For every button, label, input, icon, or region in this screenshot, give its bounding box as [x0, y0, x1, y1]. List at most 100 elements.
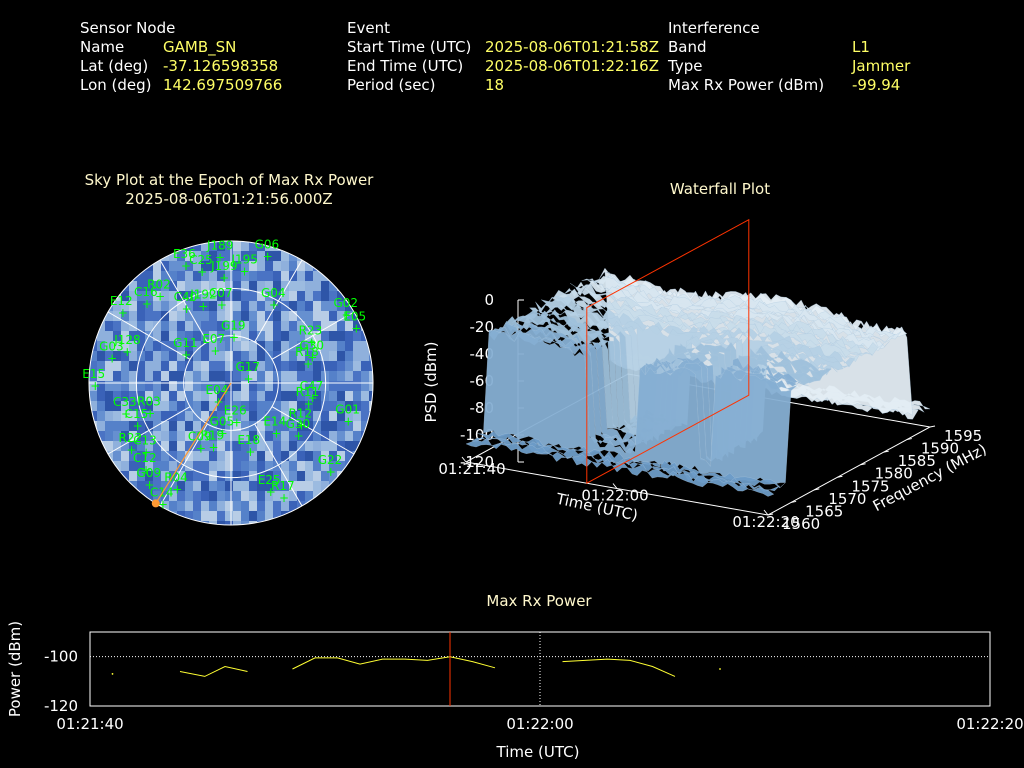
waterfall-z-tick-label: -120	[460, 453, 494, 471]
skyplot-cell	[313, 271, 321, 281]
satellite-marker: +	[229, 330, 239, 344]
skyplot-cell	[129, 401, 137, 411]
skyplot-cell	[233, 311, 241, 321]
skyplot-cell	[257, 501, 265, 511]
skyplot-cell	[321, 291, 329, 301]
skyplot-cell	[169, 481, 177, 491]
waterfall-surface-strip	[483, 330, 792, 484]
satellite-label: G22	[318, 453, 343, 467]
skyplot-cell	[281, 391, 289, 401]
skyplot-cell	[201, 361, 209, 371]
skyplot-cell	[257, 361, 265, 371]
skyplot-cell	[257, 421, 265, 431]
skyplot-cell	[265, 331, 273, 341]
waterfall-x-tick	[461, 456, 467, 463]
skyplot-cell	[249, 261, 257, 271]
skyplot-cell	[329, 291, 337, 301]
skyplot-cell	[329, 321, 337, 331]
skyplot-cell	[321, 471, 329, 481]
skyplot-cell	[161, 391, 169, 401]
skyplot-cell	[177, 501, 185, 511]
skyplot-cell	[345, 371, 353, 381]
skyplot-cell	[329, 311, 337, 321]
skyplot-cell	[209, 361, 217, 371]
skyplot-cell	[345, 421, 353, 431]
skyplot-cell	[305, 341, 313, 351]
skyplot-cell	[361, 421, 369, 431]
skyplot-cell	[249, 371, 257, 381]
skyplot-cell	[225, 511, 233, 521]
skyplot-cell	[193, 311, 201, 321]
skyplot-cell	[337, 331, 345, 341]
satellite-label: C15	[125, 407, 149, 421]
skyplot-cell	[161, 321, 169, 331]
skyplot-cell	[105, 321, 113, 331]
skyplot-cell	[201, 501, 209, 511]
skyplot-cell	[241, 341, 249, 351]
skyplot-cell	[161, 431, 169, 441]
skyplot-cell	[169, 371, 177, 381]
skyplot-cell	[225, 451, 233, 461]
interference-band-label: Band	[668, 38, 707, 56]
skyplot-cell	[353, 401, 361, 411]
skyplot-cell	[185, 511, 193, 521]
skyplot-cell	[249, 421, 257, 431]
satellite-label: E25	[258, 473, 281, 487]
skyplot-cell	[233, 501, 241, 511]
skyplot-cell	[89, 351, 97, 361]
satellite-marker: +	[210, 344, 220, 358]
skyplot-cell	[209, 291, 217, 301]
skyplot-cell	[273, 371, 281, 381]
satellite-marker: +	[263, 249, 273, 263]
skyplot-cell	[217, 511, 225, 521]
waterfall-x-tick	[763, 509, 769, 516]
skyplot-cell	[177, 281, 185, 291]
skyplot-cell	[137, 381, 145, 391]
skyplot-cell	[257, 371, 265, 381]
satellite-marker: +	[351, 322, 361, 336]
satellite-label: G17	[236, 360, 261, 374]
skyplot-cell	[177, 481, 185, 491]
skyplot-cell	[201, 381, 209, 391]
skyplot-cell	[121, 331, 129, 341]
skyplot-cell	[161, 461, 169, 471]
skyplot-cell	[185, 321, 193, 331]
skyplot-cell	[337, 401, 345, 411]
skyplot-cell	[113, 321, 121, 331]
skyplot-cell	[281, 271, 289, 281]
skyplot-cell	[321, 361, 329, 371]
skyplot-cell	[105, 341, 113, 351]
interference-band-value: L1	[852, 38, 870, 56]
skyplot-cell	[249, 391, 257, 401]
waterfall-y-tick	[767, 513, 774, 516]
skyplot-cell	[105, 371, 113, 381]
skyplot-cell	[241, 461, 249, 471]
skyplot-cell	[273, 341, 281, 351]
skyplot-cell	[313, 281, 321, 291]
skyplot-spoke	[271, 406, 355, 455]
skyplot-cell	[337, 381, 345, 391]
skyplot-cell	[185, 401, 193, 411]
skyplot-cell	[145, 271, 153, 281]
skyplot-cell	[217, 271, 225, 281]
skyplot-cell	[313, 401, 321, 411]
interference-type-value: Jammer	[852, 57, 911, 75]
skyplot-cell	[249, 501, 257, 511]
skyplot-cell	[241, 321, 249, 331]
skyplot-cell	[193, 421, 201, 431]
skyplot-cell	[321, 411, 329, 421]
skyplot-cell	[137, 301, 145, 311]
satellite-label: E26	[224, 403, 247, 417]
skyplot-cell	[265, 451, 273, 461]
skyplot-cell	[161, 381, 169, 391]
skyplot-cell	[225, 371, 233, 381]
skyplot-cell	[177, 271, 185, 281]
skyplot-cell	[273, 421, 281, 431]
skyplot-cell	[249, 301, 257, 311]
skyplot-cell	[129, 421, 137, 431]
skyplot-cell	[297, 471, 305, 481]
satellite-label: E05	[343, 310, 366, 324]
skyplot-cell	[233, 521, 241, 525]
skyplot-cell	[297, 271, 305, 281]
